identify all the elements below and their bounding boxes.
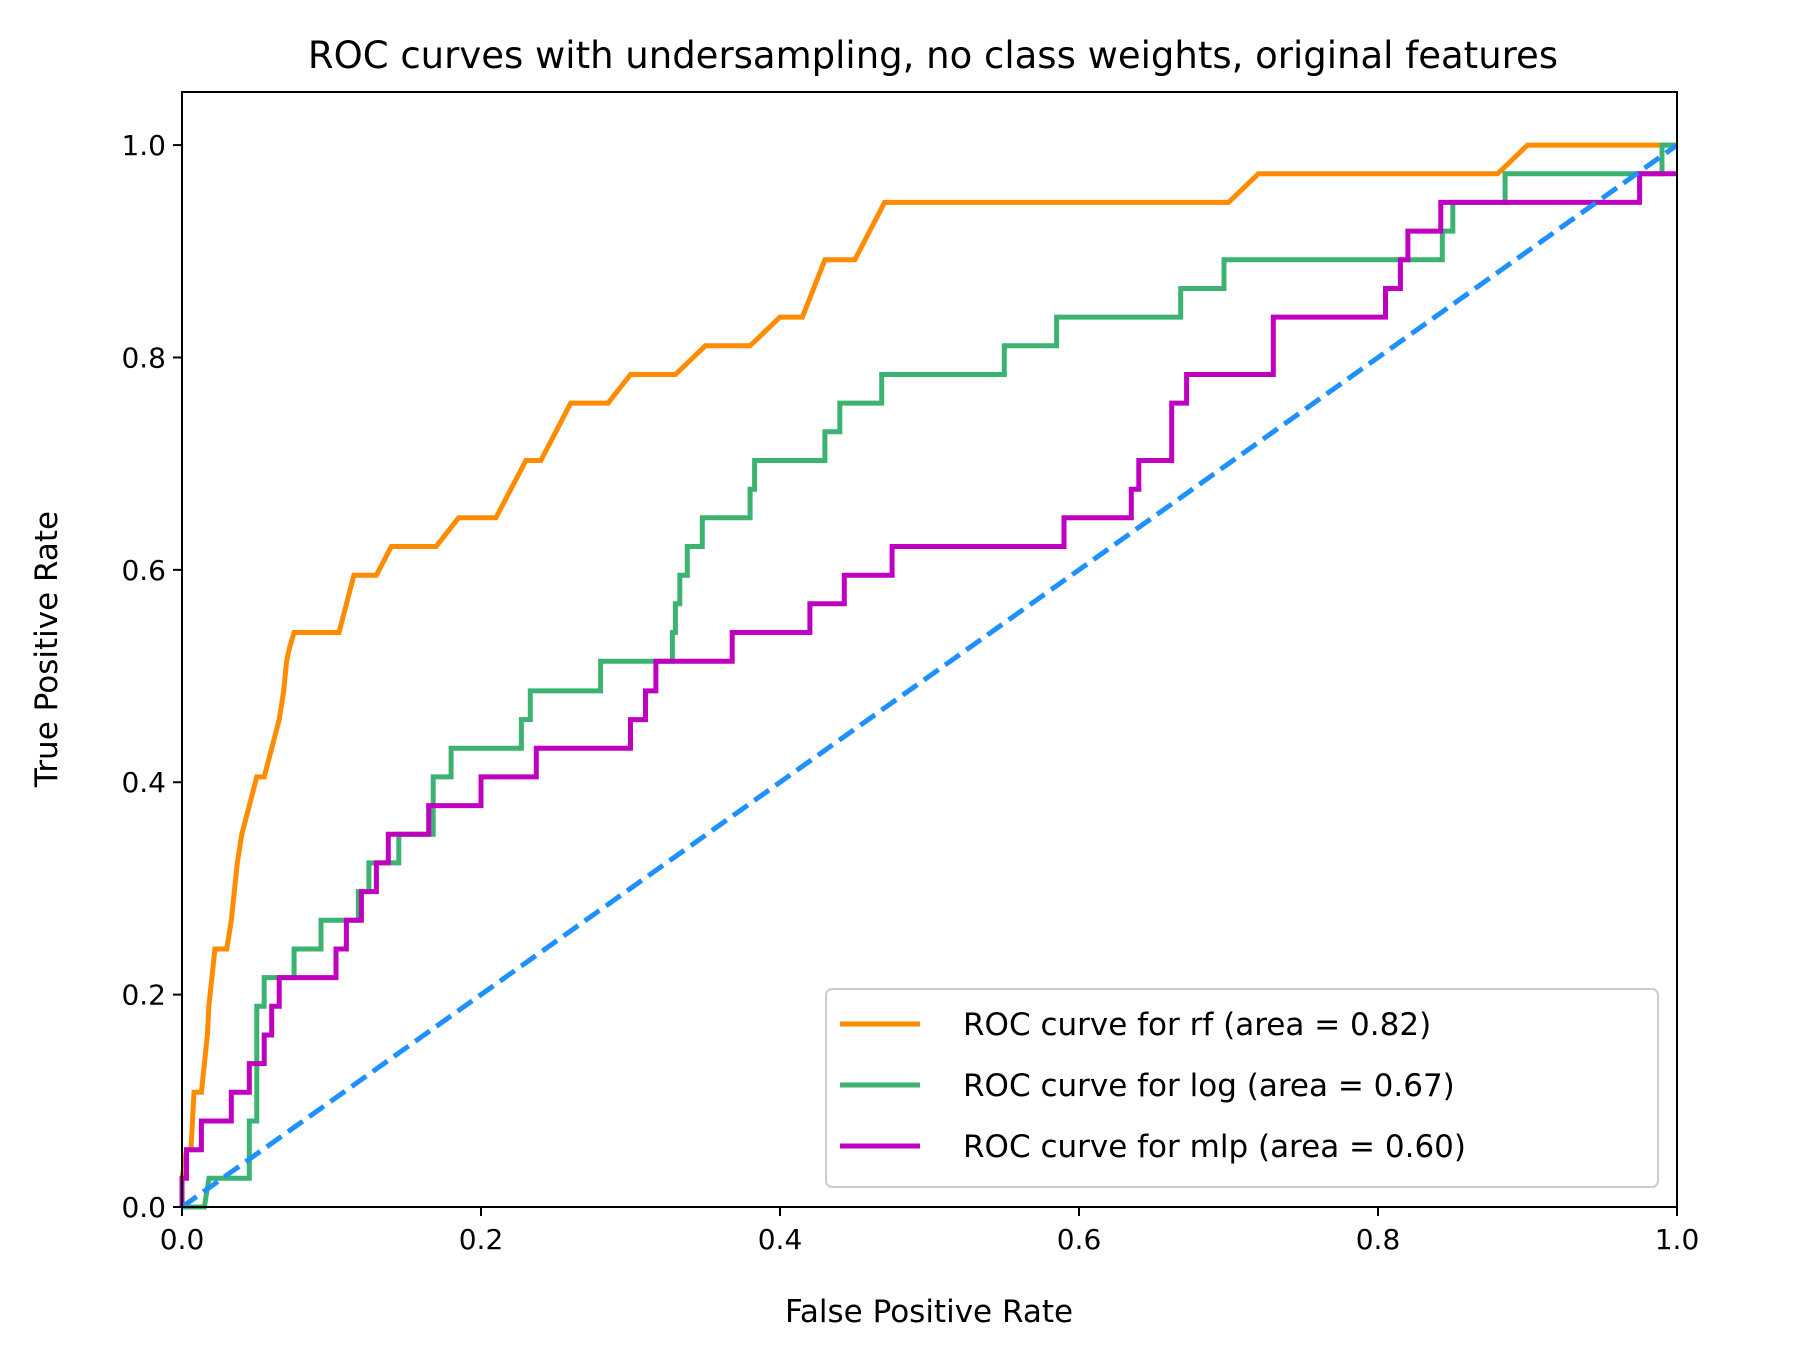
y-tick-label: 0.2	[121, 979, 166, 1012]
legend: ROC curve for rf (area = 0.82) ROC curve …	[825, 988, 1659, 1188]
y-tick-label: 0.0	[121, 1191, 166, 1224]
y-tick-label: 1.0	[121, 129, 166, 162]
x-tick-label: 0.6	[1057, 1223, 1102, 1256]
y-tick-label: 0.8	[121, 341, 166, 374]
x-tick-label: 0.8	[1356, 1223, 1401, 1256]
legend-entry-label: ROC curve for mlp (area = 0.60)	[963, 1129, 1466, 1165]
y-axis: 0.0 0.2 0.4 0.6 0.8 1.0	[121, 129, 182, 1224]
x-tick-label: 0.4	[758, 1223, 803, 1256]
x-axis: 0.0 0.2 0.4 0.6 0.8 1.0	[160, 1207, 1700, 1256]
series-line-1	[182, 142, 1677, 1210]
series-line-0	[179, 142, 1677, 1207]
chart-title: ROC curves with undersampling, no class …	[308, 34, 1558, 77]
y-axis-label: True Positive Rate	[29, 511, 65, 788]
plot-frame	[181, 91, 1678, 1208]
y-tick-label: 0.6	[121, 554, 166, 587]
chance-diagonal-line	[180, 143, 1679, 1210]
series-line-2	[179, 171, 1677, 1207]
legend-entry-label: ROC curve for rf (area = 0.82)	[963, 1007, 1431, 1043]
plot-area	[179, 142, 1679, 1210]
x-tick-label: 0.2	[459, 1223, 504, 1256]
x-tick-label: 0.0	[160, 1223, 205, 1256]
legend-box	[825, 988, 1659, 1188]
x-tick-label: 1.0	[1655, 1223, 1700, 1256]
legend-entry-label: ROC curve for log (area = 0.67)	[963, 1068, 1455, 1104]
y-tick-label: 0.4	[121, 766, 166, 799]
x-axis-label: False Positive Rate	[785, 1294, 1073, 1330]
